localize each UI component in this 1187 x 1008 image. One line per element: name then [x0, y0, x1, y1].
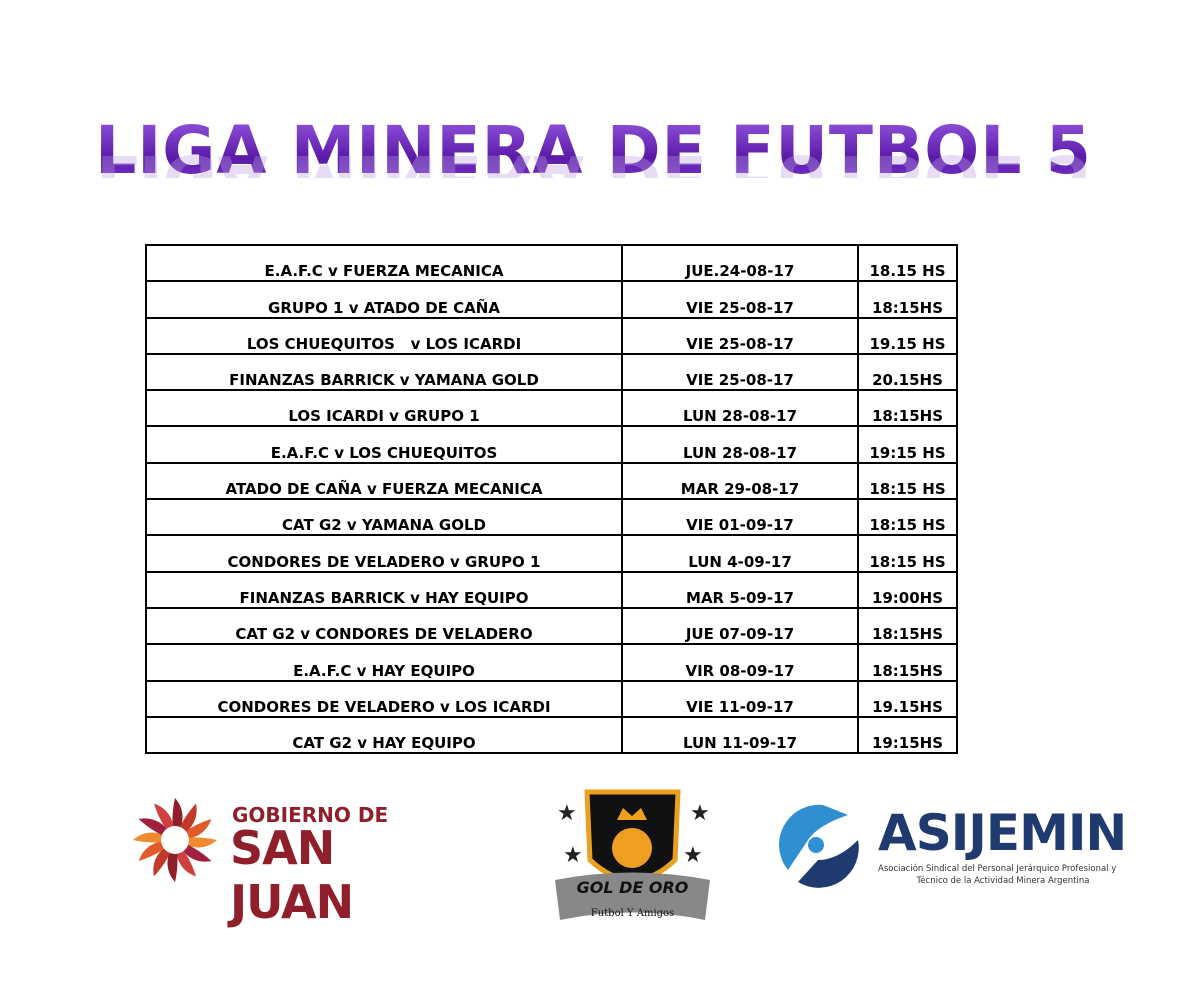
table-row: CAT G2 v HAY EQUIPO LUN 11-09-17 19:15HS — [145, 715, 958, 755]
gol-de-oro-logo: ★ ★ ★ ★ GOL DE ORO Futbol Y Amigos — [545, 780, 720, 930]
time-cell: 18:15 HS — [857, 461, 958, 501]
date-cell: VIE 01-09-17 — [621, 498, 859, 537]
date-cell: LUN 4-09-17 — [621, 534, 859, 573]
table-row: ATADO DE CAÑA v FUERZA MECANICA MAR 29-08… — [145, 461, 958, 501]
table-row: LOS ICARDI v GRUPO 1 LUN 28-08-17 18:15HS — [145, 389, 958, 428]
table-row: E.A.F.C v LOS CHUEQUITOS LUN 28-08-17 19:1… — [145, 425, 958, 464]
asijemin-logo: ASIJEMIN Asociación Sindical del Persona… — [778, 800, 1138, 895]
table-row: CAT G2 v CONDORES DE VELADERO JUE 07-09-1… — [145, 606, 958, 646]
table-row: E.A.F.C v FUERZA MECANICA JUE.24-08-17 18.… — [145, 243, 958, 283]
match-cell: LOS CHUEQUITOS v LOS ICARDI — [145, 316, 623, 355]
asijemin-subtitle-2: Técnico de la Actividad Minera Argentina — [916, 876, 1090, 886]
match-cell: GRUPO 1 v ATADO DE CAÑA — [145, 280, 623, 319]
date-cell: VIE 11-09-17 — [621, 679, 859, 718]
match-cell: ATADO DE CAÑA v FUERZA MECANICA — [145, 461, 623, 501]
time-cell: 18.15 HS — [857, 243, 958, 283]
sun-emblem-icon — [133, 798, 217, 882]
match-cell: CAT G2 v HAY EQUIPO — [145, 715, 623, 755]
time-cell: 18:15 HS — [857, 534, 958, 573]
globe-icon — [779, 804, 859, 888]
table-row: CAT G2 v YAMANA GOLD VIE 01-09-17 18:15 HS — [145, 498, 958, 537]
time-cell: 19:00HS — [857, 570, 958, 609]
table-row: GRUPO 1 v ATADO DE CAÑA VIE 25-08-17 18:15… — [145, 280, 958, 319]
title-reflection: LIGA MINERA DE FUTBOL 5 — [0, 148, 1187, 178]
table-row: E.A.F.C v HAY EQUIPO VIR 08-09-17 18:15HS — [145, 643, 958, 682]
time-cell: 19:15 HS — [857, 425, 958, 464]
time-cell: 19.15 HS — [857, 316, 958, 355]
gol-de-oro-tagline: Futbol Y Amigos — [590, 908, 675, 919]
date-cell: VIR 08-09-17 — [621, 643, 859, 682]
date-cell: VIE 25-08-17 — [621, 280, 859, 319]
asijemin-subtitle-1: Asociación Sindical del Personal Jerárqu… — [878, 864, 1117, 874]
time-cell: 18:15HS — [857, 280, 958, 319]
shield-ball-icon: ★ ★ ★ ★ — [555, 789, 710, 920]
match-cell: FINANZAS BARRICK v HAY EQUIPO — [145, 570, 623, 609]
page-title: LIGA MINERA DE FUTBOL 5 — [12, 112, 1175, 189]
date-cell: LUN 11-09-17 — [621, 715, 859, 755]
time-cell: 19.15HS — [857, 679, 958, 718]
san-juan-line1: GOBIERNO DE — [232, 803, 389, 827]
match-cell: CAT G2 v CONDORES DE VELADERO — [145, 606, 623, 646]
match-cell: CONDORES DE VELADERO v GRUPO 1 — [145, 534, 623, 573]
match-cell: E.A.F.C v FUERZA MECANICA — [145, 243, 623, 283]
svg-text:★: ★ — [683, 843, 703, 868]
match-cell: E.A.F.C v LOS CHUEQUITOS — [145, 425, 623, 464]
table-row: CONDORES DE VELADERO v GRUPO 1 LUN 4-09-1… — [145, 534, 958, 573]
time-cell: 19:15HS — [857, 715, 958, 755]
match-cell: E.A.F.C v HAY EQUIPO — [145, 643, 623, 682]
date-cell: LUN 28-08-17 — [621, 425, 859, 464]
table-row: CONDORES DE VELADERO v LOS ICARDI VIE 11-… — [145, 679, 958, 718]
match-cell: CONDORES DE VELADERO v LOS ICARDI — [145, 679, 623, 718]
match-cell: LOS ICARDI v GRUPO 1 — [145, 389, 623, 428]
table-row: FINANZAS BARRICK v HAY EQUIPO MAR 5-09-17… — [145, 570, 958, 609]
time-cell: 18:15HS — [857, 389, 958, 428]
match-cell: CAT G2 v YAMANA GOLD — [145, 498, 623, 537]
date-cell: VIE 25-08-17 — [621, 352, 859, 392]
svg-text:★: ★ — [557, 801, 577, 826]
date-cell: LUN 28-08-17 — [621, 389, 859, 428]
date-cell: JUE 07-09-17 — [621, 606, 859, 646]
date-cell: JUE.24-08-17 — [621, 243, 859, 283]
match-cell: FINANZAS BARRICK v YAMANA GOLD — [145, 352, 623, 392]
date-cell: MAR 5-09-17 — [621, 570, 859, 609]
date-cell: VIE 25-08-17 — [621, 316, 859, 355]
date-cell: MAR 29-08-17 — [621, 461, 859, 501]
table-row: LOS CHUEQUITOS v LOS ICARDI VIE 25-08-17 1… — [145, 316, 958, 355]
svg-text:★: ★ — [690, 801, 710, 826]
time-cell: 18:15HS — [857, 643, 958, 682]
svg-text:★: ★ — [563, 843, 583, 868]
time-cell: 20.15HS — [857, 352, 958, 392]
san-juan-line2: SAN JUAN — [230, 821, 354, 929]
fixture-table: E.A.F.C v FUERZA MECANICA JUE.24-08-17 18.… — [145, 243, 958, 755]
time-cell: 18:15 HS — [857, 498, 958, 537]
time-cell: 18:15HS — [857, 606, 958, 646]
gol-de-oro-name: GOL DE ORO — [576, 878, 689, 897]
table-row: FINANZAS BARRICK v YAMANA GOLD VIE 25-08-… — [145, 352, 958, 392]
asijemin-name: ASIJEMIN — [878, 804, 1127, 862]
san-juan-logo: GOBIERNO DE SAN JUAN — [130, 795, 470, 929]
